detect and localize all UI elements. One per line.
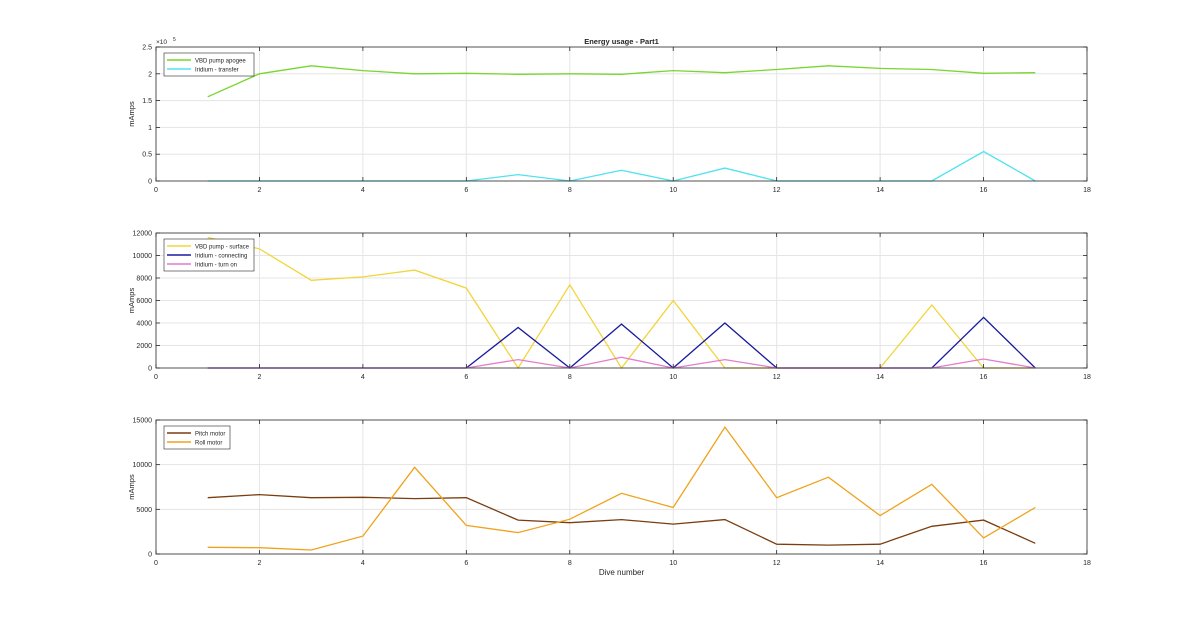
y-exponent-label: ×10 bbox=[156, 39, 167, 46]
chart-panel-3: 0 2 4 6 8 10 12 14 16 18 0 5000 10000 15000 mAmps Dive … bbox=[127, 418, 1091, 578]
y-tick-label: 15000 bbox=[133, 418, 153, 425]
legend: Pitch motor Roll motor bbox=[163, 425, 231, 450]
legend-box bbox=[163, 52, 255, 77]
legend-entry-label: Iridium - turn on bbox=[195, 262, 237, 268]
y-tick-label: 0.5 bbox=[142, 152, 152, 159]
x-tick-label: 8 bbox=[568, 560, 572, 567]
x-tick-label: 18 bbox=[1083, 187, 1091, 194]
legend-entry-label: Iridium - transfer bbox=[195, 67, 239, 73]
legend: VBD pump - surface Iridium - connecting Ir… bbox=[163, 238, 255, 272]
axes-box bbox=[155, 419, 1088, 555]
x-tick-label: 4 bbox=[361, 187, 365, 194]
chart-panel-2: 0 2 4 6 8 10 12 14 16 18 0 2000 4000 6000 8000 10000 120… bbox=[127, 231, 1091, 382]
legend-box bbox=[163, 425, 231, 450]
y-tick-label: 4000 bbox=[136, 321, 152, 328]
x-axis-label: Dive number bbox=[599, 568, 645, 577]
x-tick-label: 16 bbox=[980, 187, 988, 194]
y-tick-label: 1 bbox=[148, 125, 152, 132]
series-line-vbd-pump-apogee bbox=[207, 65, 1036, 98]
y-tick-label: 0 bbox=[148, 366, 152, 373]
legend: VBD pump apogee Iridium - transfer bbox=[163, 52, 255, 77]
y-tick-label: 6000 bbox=[136, 298, 152, 305]
x-tick-label: 2 bbox=[257, 374, 261, 381]
y-tick-label: 10000 bbox=[133, 253, 153, 260]
x-tick-label: 6 bbox=[464, 187, 468, 194]
y-tick-label: 8000 bbox=[136, 276, 152, 283]
x-tick-label: 4 bbox=[361, 560, 365, 567]
legend-entry-label: Pitch motor bbox=[195, 431, 225, 437]
x-tick-label: 14 bbox=[876, 560, 884, 567]
x-tick-label: 0 bbox=[154, 374, 158, 381]
x-tick-label: 8 bbox=[568, 187, 572, 194]
y-axis-label: mAmps bbox=[127, 474, 136, 500]
y-tick-label: 2 bbox=[148, 71, 152, 78]
y-tick-label: 2000 bbox=[136, 343, 152, 350]
y-tick-label: 12000 bbox=[133, 231, 153, 238]
y-axis-label: mAmps bbox=[127, 101, 136, 127]
x-tick-label: 6 bbox=[464, 374, 468, 381]
x-tick-label: 8 bbox=[568, 374, 572, 381]
x-tick-label: 16 bbox=[980, 374, 988, 381]
x-tick-label: 14 bbox=[876, 374, 884, 381]
plot-area bbox=[156, 420, 1087, 554]
axes-box bbox=[155, 46, 1088, 182]
x-tick-label: 10 bbox=[669, 187, 677, 194]
legend-entry-label: VBD pump - surface bbox=[195, 244, 250, 250]
y-tick-label: 0 bbox=[148, 552, 152, 559]
x-tick-label: 18 bbox=[1083, 374, 1091, 381]
x-tick-label: 2 bbox=[257, 560, 261, 567]
y-tick-label: 10000 bbox=[133, 462, 153, 469]
y-exponent-power: 5 bbox=[173, 37, 176, 43]
x-tick-label: 2 bbox=[257, 187, 261, 194]
x-tick-label: 16 bbox=[980, 560, 988, 567]
legend-entry-label: Iridium - connecting bbox=[195, 253, 247, 259]
legend-entry-label: VBD pump apogee bbox=[195, 58, 246, 64]
x-tick-label: 0 bbox=[154, 560, 158, 567]
x-tick-label: 0 bbox=[154, 187, 158, 194]
x-tick-label: 4 bbox=[361, 374, 365, 381]
x-tick-label: 18 bbox=[1083, 560, 1091, 567]
legend-entry-label: Roll motor bbox=[195, 440, 222, 446]
series-line-roll-motor bbox=[207, 425, 1036, 551]
chart-panel-1: 0 2 4 6 8 10 12 14 16 18 0 0.5 1 1.5 2 2.5 ×10 5 mAmps Ener… bbox=[127, 37, 1091, 194]
x-tick-label: 12 bbox=[773, 374, 781, 381]
y-axis-label: mAmps bbox=[127, 288, 136, 314]
series-line-pitch-motor bbox=[207, 493, 1036, 546]
x-tick-label: 14 bbox=[876, 187, 884, 194]
x-tick-label: 6 bbox=[464, 560, 468, 567]
plot-area bbox=[156, 47, 1087, 181]
x-tick-label: 12 bbox=[773, 560, 781, 567]
y-tick-label: 0 bbox=[148, 179, 152, 186]
chart-title: Energy usage - Part1 bbox=[584, 37, 659, 46]
x-tick-label: 12 bbox=[773, 187, 781, 194]
x-tick-label: 10 bbox=[669, 560, 677, 567]
y-tick-label: 1.5 bbox=[142, 98, 152, 105]
x-tick-label: 10 bbox=[669, 374, 677, 381]
y-tick-label: 5000 bbox=[136, 507, 152, 514]
y-tick-label: 2.5 bbox=[142, 45, 152, 52]
